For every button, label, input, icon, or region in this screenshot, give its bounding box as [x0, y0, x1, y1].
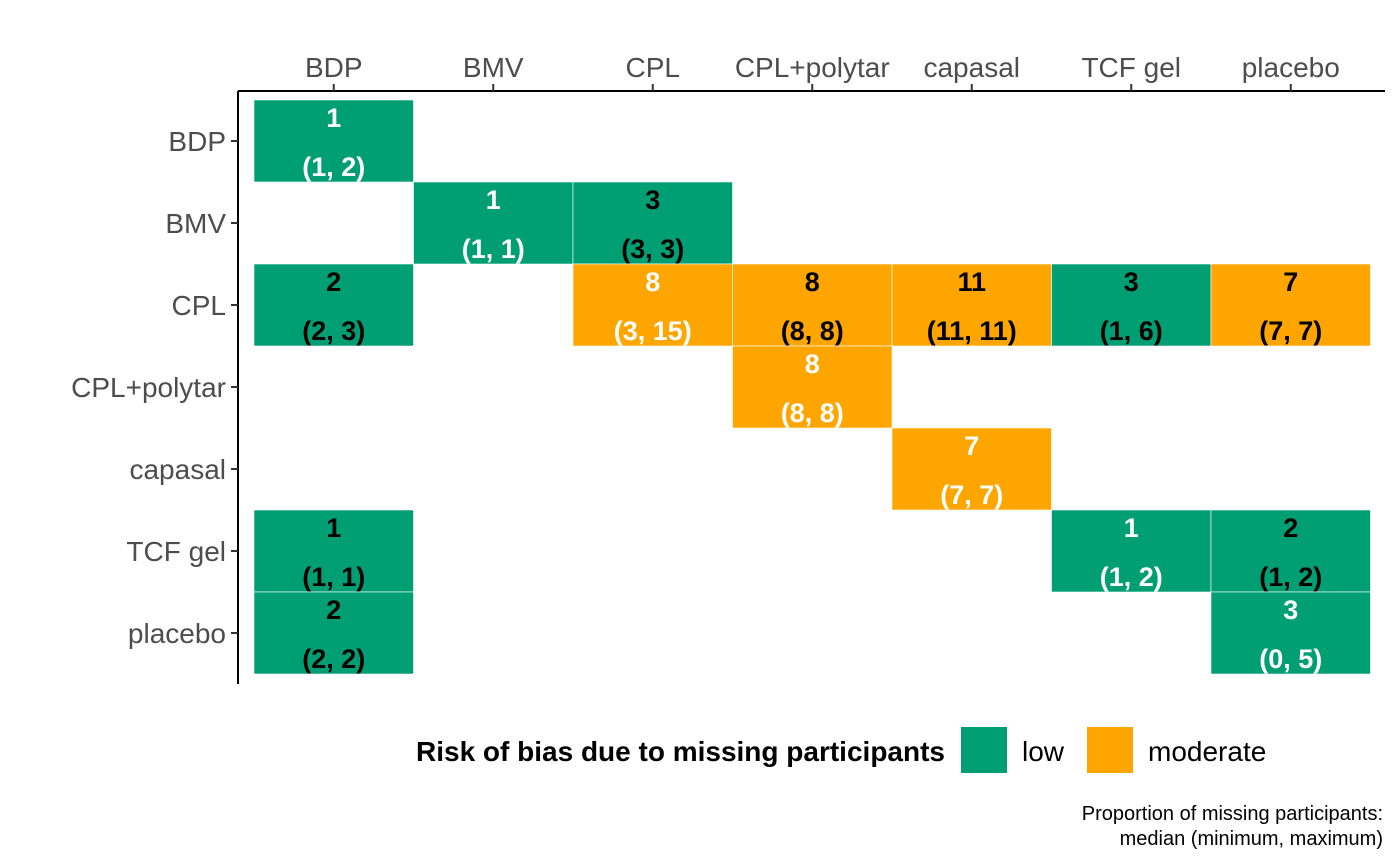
cell-capasal-capasal: 7 (7, 7) — [891, 427, 1052, 511]
x-tick-label-cpl-polytar: CPL+polytar — [735, 52, 890, 83]
cell-range-label: (1, 1) — [302, 562, 365, 592]
cell-median-label: 2 — [326, 267, 341, 297]
legend: Risk of bias due to missing participants… — [416, 727, 1266, 773]
cell-median-label: 3 — [1283, 595, 1298, 625]
x-tick-label-capasal: capasal — [923, 52, 1020, 83]
y-axis-ticks: BDP BMV CPL CPL+polytar capasal TCF gel placeb… — [71, 126, 238, 649]
x-tick-label-tcf-gel: TCF gel — [1081, 52, 1181, 83]
cell-range-label: (8, 8) — [781, 316, 844, 346]
cell-median-label: 1 — [1124, 513, 1139, 543]
cell-tile — [253, 509, 414, 593]
cell-tile — [413, 181, 574, 265]
cell-tile — [732, 345, 893, 429]
cell-tile — [1051, 263, 1212, 347]
cell-tile — [253, 591, 414, 675]
legend-title: Risk of bias due to missing participants — [416, 736, 945, 767]
x-tick-label-bmv: BMV — [463, 52, 524, 83]
cell-range-label: (7, 7) — [940, 480, 1003, 510]
cell-cpl-cpl: 8 (3, 15) — [572, 263, 733, 347]
cell-range-label: (3, 3) — [621, 234, 684, 264]
cell-bdp-bdp: 1 (1, 2) — [253, 99, 414, 183]
legend-swatch-moderate — [1087, 727, 1133, 773]
legend-swatch-low — [961, 727, 1007, 773]
cell-range-label: (3, 15) — [614, 316, 692, 346]
cell-tile — [1210, 591, 1371, 675]
cell-range-label: (1, 2) — [1100, 562, 1163, 592]
cell-median-label: 7 — [1283, 267, 1298, 297]
cell-median-label: 11 — [957, 267, 986, 297]
cell-median-label: 3 — [645, 185, 660, 215]
y-tick-label-cpl-polytar: CPL+polytar — [71, 372, 226, 403]
cell-tile — [1210, 263, 1371, 347]
cell-bmv-bmv: 1 (1, 1) — [413, 181, 574, 265]
cell-median-label: 2 — [326, 595, 341, 625]
y-tick-label-capasal: capasal — [129, 454, 226, 485]
cell-cpl-capasal: 11 (11, 11) — [891, 263, 1052, 347]
cell-median-label: 1 — [486, 185, 501, 215]
cell-tile — [1210, 509, 1371, 593]
cell-tcf-gel-tcf-gel: 1 (1, 2) — [1051, 509, 1212, 593]
cell-range-label: (11, 11) — [927, 316, 1017, 346]
cell-placebo-bdp: 2 (2, 2) — [253, 591, 414, 675]
y-tick-label-bdp: BDP — [168, 126, 226, 157]
cell-range-label: (1, 1) — [462, 234, 525, 264]
cell-tcf-gel-placebo: 2 (1, 2) — [1210, 509, 1371, 593]
y-tick-label-placebo: placebo — [128, 618, 226, 649]
legend-label-moderate: moderate — [1148, 736, 1266, 767]
cell-median-label: 1 — [326, 513, 341, 543]
cell-cpl-polytar-cpl-polytar: 8 (8, 8) — [732, 345, 893, 429]
cell-cpl-tcf-gel: 3 (1, 6) — [1051, 263, 1212, 347]
cell-placebo-placebo: 3 (0, 5) — [1210, 591, 1371, 675]
cell-tile — [572, 181, 733, 265]
cell-median-label: 2 — [1283, 513, 1298, 543]
cell-range-label: (0, 5) — [1259, 644, 1322, 674]
cell-median-label: 3 — [1124, 267, 1139, 297]
cell-median-label: 8 — [645, 267, 660, 297]
cell-cpl-placebo: 7 (7, 7) — [1210, 263, 1371, 347]
caption-line-2: median (minimum, maximum) — [1120, 828, 1383, 850]
cell-tcf-gel-bdp: 1 (1, 1) — [253, 509, 414, 593]
cell-range-label: (1, 2) — [1259, 562, 1322, 592]
cell-range-label: (2, 3) — [302, 316, 365, 346]
cell-range-label: (8, 8) — [781, 398, 844, 428]
heatmap-cells: 1(1, 2)1(1, 1)3(3, 3)2(2, 3)8(3, 15)8(8,… — [253, 99, 1371, 675]
cell-bmv-cpl: 3 (3, 3) — [572, 181, 733, 265]
caption-line-1: Proportion of missing participants: — [1082, 803, 1383, 825]
cell-range-label: (1, 2) — [302, 152, 365, 182]
cell-median-label: 1 — [326, 103, 341, 133]
x-tick-label-bdp: BDP — [305, 52, 363, 83]
cell-median-label: 7 — [964, 431, 979, 461]
cell-median-label: 8 — [805, 349, 820, 379]
cell-tile — [1051, 509, 1212, 593]
y-tick-label-bmv: BMV — [165, 208, 226, 239]
legend-label-low: low — [1022, 736, 1065, 767]
y-tick-label-cpl: CPL — [172, 290, 226, 321]
cell-cpl-cpl-polytar: 8 (8, 8) — [732, 263, 893, 347]
cell-tile — [891, 427, 1052, 511]
x-tick-label-placebo: placebo — [1242, 52, 1340, 83]
cell-range-label: (2, 2) — [302, 644, 365, 674]
cell-tile — [891, 263, 1052, 347]
x-tick-label-cpl: CPL — [626, 52, 680, 83]
y-tick-label-tcf-gel: TCF gel — [126, 536, 226, 567]
cell-median-label: 8 — [805, 267, 820, 297]
cell-tile — [253, 99, 414, 183]
cell-tile — [732, 263, 893, 347]
cell-tile — [253, 263, 414, 347]
cell-range-label: (1, 6) — [1100, 316, 1163, 346]
caption: Proportion of missing participants: medi… — [1082, 803, 1383, 850]
cell-cpl-bdp: 2 (2, 3) — [253, 263, 414, 347]
cell-range-label: (7, 7) — [1259, 316, 1322, 346]
x-axis-ticks: BDP BMV CPL CPL+polytar capasal TCF gel placeb… — [305, 52, 1340, 91]
